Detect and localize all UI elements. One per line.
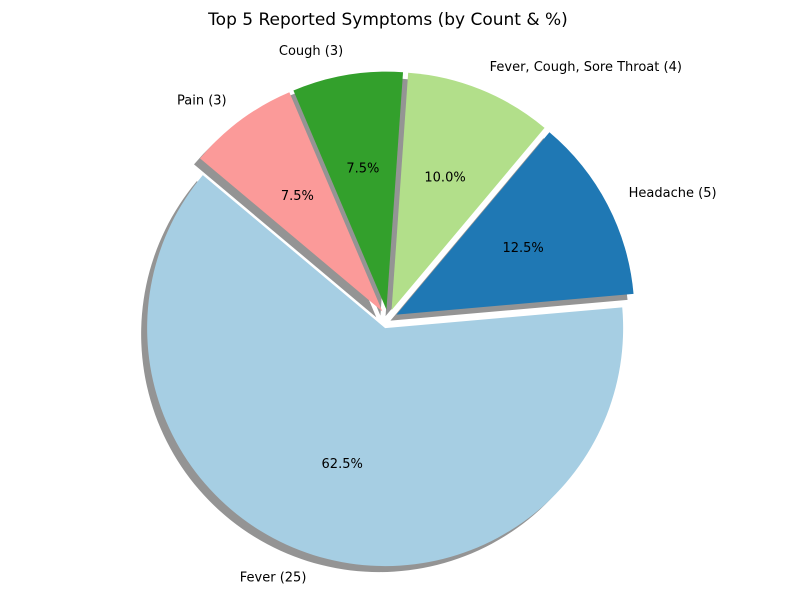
- pie-slice-fever-cough-sore-throat: [391, 72, 545, 311]
- label-layer: Fever (25) 62.5% Headache (5) 12.5% Fever, C…: [177, 44, 717, 585]
- pie-slice-fever: [147, 175, 624, 567]
- slice-percent-fever: 62.5%: [322, 457, 363, 472]
- slice-percent-pain: 7.5%: [281, 189, 314, 204]
- slice-label-fever: Fever (25): [240, 570, 307, 585]
- slice-layer: [147, 71, 634, 567]
- chart-title: Top 5 Reported Symptoms (by Count & %): [207, 10, 568, 30]
- slice-label-pain: Pain (3): [177, 93, 227, 108]
- slice-label-fever-cough-sore-throat: Fever, Cough, Sore Throat (4): [490, 60, 682, 75]
- slice-label-headache: Headache (5): [629, 186, 717, 201]
- pie-slice-headache: [396, 132, 634, 315]
- slice-percent-headache: 12.5%: [502, 241, 543, 256]
- pie-slice-cough: [293, 71, 404, 310]
- slice-percent-fever-cough-sore-throat: 10.0%: [424, 170, 465, 185]
- slice-label-cough: Cough (3): [279, 44, 343, 59]
- slice-percent-cough: 7.5%: [346, 161, 379, 176]
- pie-slice-pain: [200, 92, 383, 312]
